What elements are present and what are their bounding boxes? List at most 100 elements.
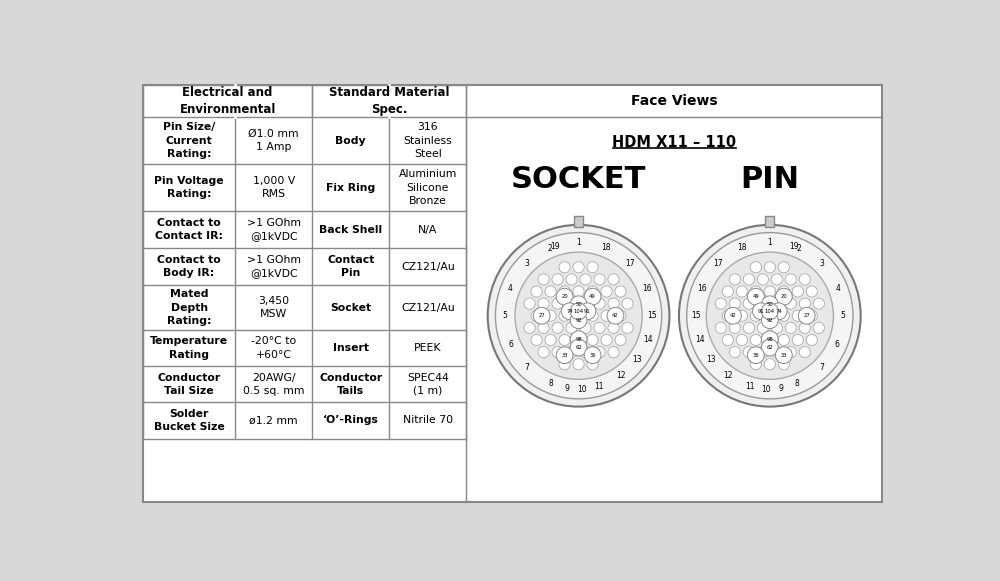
Circle shape [495,232,662,399]
Circle shape [570,331,587,347]
Text: CZ121/Au: CZ121/Au [401,303,455,313]
Text: 9: 9 [779,383,784,393]
Circle shape [771,274,782,285]
Text: 20: 20 [561,294,568,299]
Circle shape [559,358,570,370]
Circle shape [775,347,792,364]
Circle shape [515,252,642,379]
Circle shape [764,310,775,321]
Circle shape [615,286,626,297]
Text: 12: 12 [616,371,625,381]
Text: 3: 3 [524,259,529,268]
Circle shape [608,346,619,358]
Text: 1,000 V
RMS: 1,000 V RMS [253,176,295,199]
Circle shape [722,286,733,297]
Text: 8: 8 [549,379,553,388]
Circle shape [573,335,584,346]
Circle shape [524,298,535,309]
Circle shape [573,286,584,297]
Text: 91: 91 [758,309,764,314]
Circle shape [792,286,803,297]
Text: Temperature
Rating: Temperature Rating [150,336,228,360]
Circle shape [764,335,775,346]
Circle shape [580,274,591,285]
Circle shape [579,303,596,320]
Circle shape [792,335,803,346]
Circle shape [573,310,584,321]
Text: 92: 92 [766,318,773,322]
Text: ‘O’-Rings: ‘O’-Rings [323,415,379,425]
Circle shape [538,346,549,358]
Circle shape [570,303,587,320]
Text: Mated
Depth
Rating:: Mated Depth Rating: [167,289,211,326]
Circle shape [715,298,726,309]
Text: 49: 49 [752,294,759,299]
Text: PIN: PIN [740,165,799,194]
Circle shape [570,296,587,313]
Text: 62: 62 [766,345,773,350]
Circle shape [750,358,761,370]
Text: 6: 6 [509,340,513,349]
Text: 74: 74 [566,309,573,314]
Circle shape [806,335,817,346]
Circle shape [736,310,747,321]
Text: Ø1.0 mm
1 Amp: Ø1.0 mm 1 Amp [248,129,299,152]
Circle shape [601,286,612,297]
Text: 4: 4 [835,284,840,293]
Text: 10: 10 [578,385,587,393]
Text: SOCKET: SOCKET [511,165,646,194]
Circle shape [725,307,741,324]
Text: Body: Body [335,135,366,146]
Circle shape [792,310,803,321]
Circle shape [750,335,761,346]
Circle shape [799,322,810,333]
Circle shape [561,303,578,320]
Circle shape [778,310,789,321]
Circle shape [584,288,601,305]
Text: 15: 15 [647,311,657,320]
Circle shape [799,346,810,358]
Text: 27: 27 [803,313,810,318]
Circle shape [580,322,591,333]
Text: 50: 50 [766,302,773,307]
Circle shape [552,322,563,333]
Circle shape [615,310,626,321]
Circle shape [761,296,778,313]
Text: Conductor
Tail Size: Conductor Tail Size [157,372,221,396]
Circle shape [566,274,577,285]
Text: 74: 74 [775,309,782,314]
Circle shape [775,288,792,305]
Text: 1: 1 [767,238,772,247]
Circle shape [813,322,824,333]
Text: 3: 3 [819,259,824,268]
Text: 5: 5 [841,311,846,320]
Circle shape [750,310,761,321]
Bar [574,216,583,227]
Text: 49: 49 [589,294,596,299]
Circle shape [715,322,726,333]
Text: 7: 7 [819,363,824,372]
Text: 42: 42 [730,313,736,318]
Text: 5: 5 [503,311,508,320]
Circle shape [559,335,570,346]
Text: 33: 33 [561,353,568,358]
Text: 10: 10 [761,385,771,393]
Circle shape [559,261,570,273]
Circle shape [778,335,789,346]
Circle shape [531,335,542,346]
Circle shape [608,274,619,285]
Circle shape [559,286,570,297]
Text: 316
Stainless
Steel: 316 Stainless Steel [403,123,452,159]
Text: 15: 15 [692,311,701,320]
Text: 98: 98 [766,337,773,342]
Text: 17: 17 [713,259,723,268]
Circle shape [750,286,761,297]
Circle shape [750,261,761,273]
Circle shape [533,307,550,324]
Text: 16: 16 [697,284,707,293]
Circle shape [594,346,605,358]
Text: 8: 8 [795,379,800,388]
Text: 18: 18 [738,243,747,252]
Text: 36: 36 [589,353,596,358]
Circle shape [566,298,577,309]
